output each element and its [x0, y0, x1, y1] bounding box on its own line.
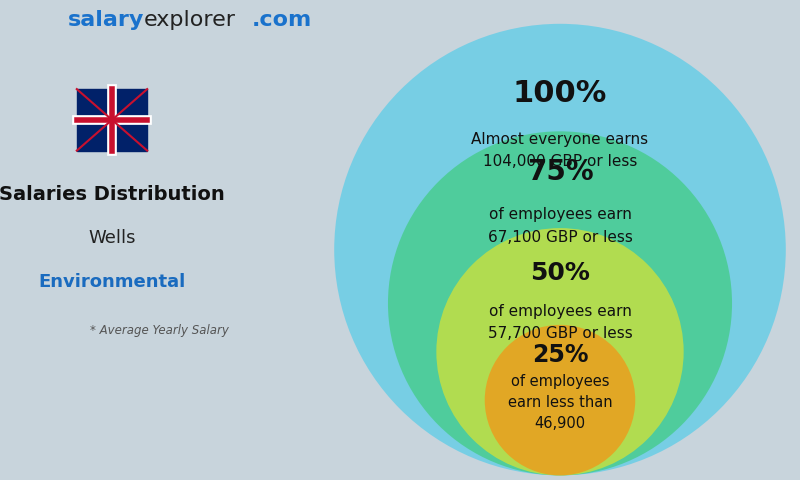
Text: Environmental: Environmental — [38, 273, 186, 291]
Text: .com: .com — [252, 11, 312, 30]
Text: * Average Yearly Salary: * Average Yearly Salary — [90, 324, 229, 337]
Text: Almost everyone earns
104,000 GBP or less: Almost everyone earns 104,000 GBP or les… — [471, 132, 649, 169]
Text: Wells: Wells — [88, 229, 136, 248]
Text: Salaries Distribution: Salaries Distribution — [0, 185, 225, 204]
Text: 50%: 50% — [530, 261, 590, 285]
Text: 100%: 100% — [513, 79, 607, 108]
Circle shape — [436, 228, 684, 475]
Circle shape — [388, 132, 732, 475]
Circle shape — [334, 24, 786, 475]
Text: salary: salary — [68, 11, 144, 30]
Text: 25%: 25% — [532, 343, 588, 367]
Circle shape — [485, 325, 635, 475]
Bar — [77, 89, 147, 151]
Text: of employees earn
67,100 GBP or less: of employees earn 67,100 GBP or less — [487, 207, 633, 244]
Text: of employees
earn less than
46,900: of employees earn less than 46,900 — [508, 374, 612, 431]
Text: of employees earn
57,700 GBP or less: of employees earn 57,700 GBP or less — [488, 304, 632, 341]
Text: explorer: explorer — [144, 11, 236, 30]
Text: 75%: 75% — [526, 158, 594, 186]
